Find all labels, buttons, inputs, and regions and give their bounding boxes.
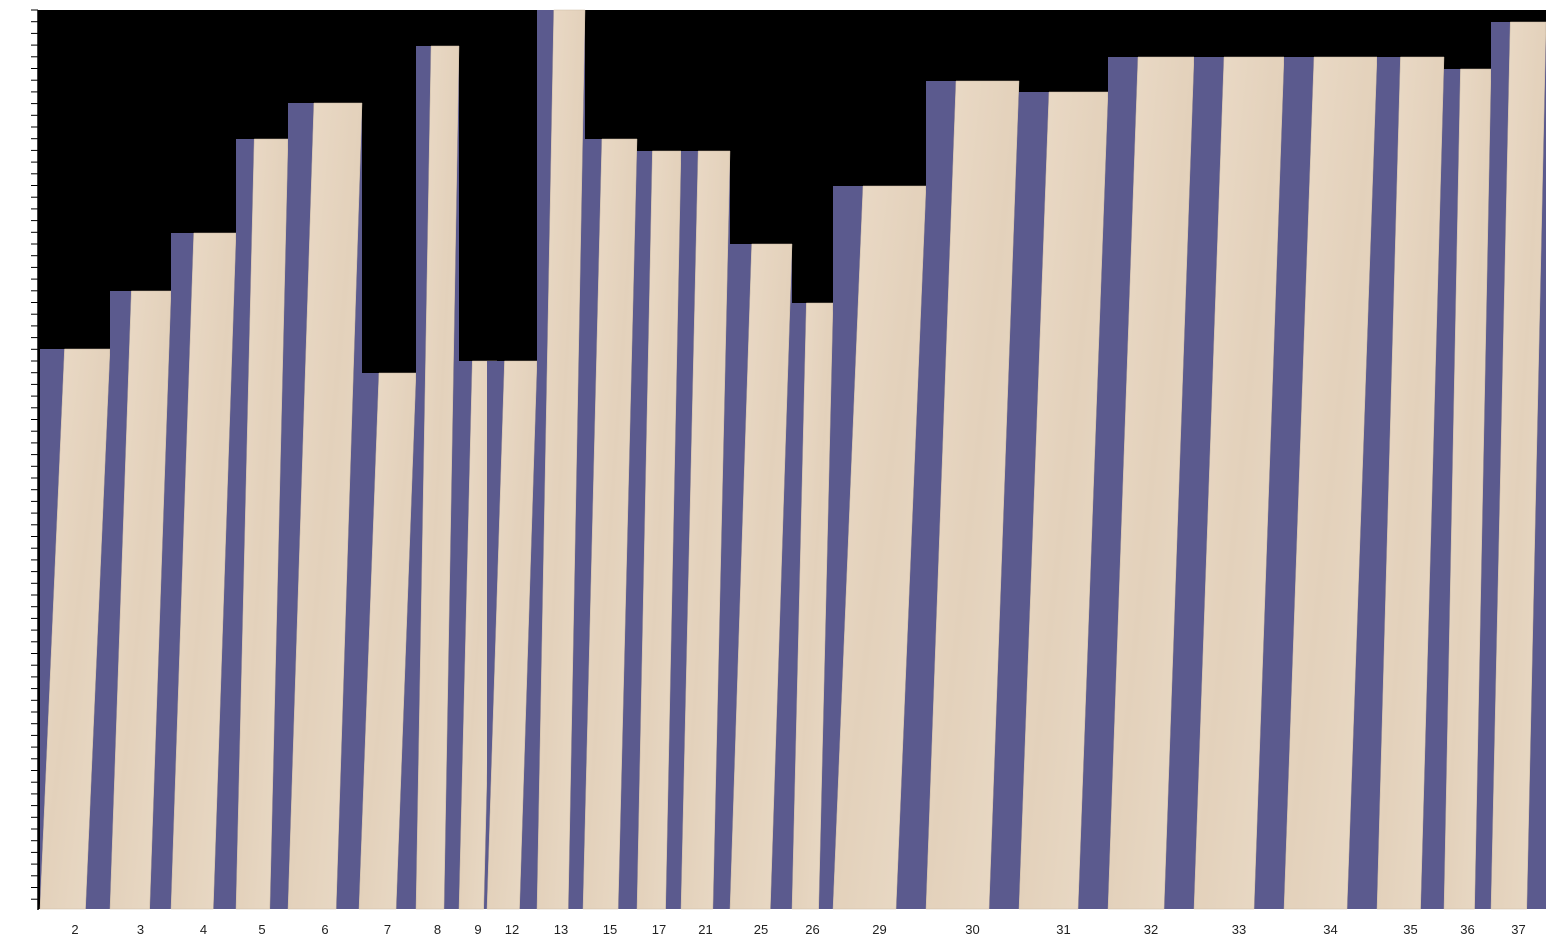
board (636, 150, 682, 910)
board (109, 290, 172, 910)
board (1490, 21, 1546, 910)
board-label: 8 (434, 922, 441, 937)
board (1107, 56, 1195, 910)
board (170, 232, 237, 910)
board-label: 34 (1323, 922, 1337, 937)
board (925, 80, 1020, 910)
board (415, 45, 460, 910)
board-label: 4 (200, 922, 207, 937)
board (1018, 91, 1109, 910)
board-label: 7 (384, 922, 391, 937)
board-label: 37 (1511, 922, 1525, 937)
board-label: 3 (137, 922, 144, 937)
board-label: 26 (805, 922, 819, 937)
board (791, 302, 834, 910)
board-label: 35 (1403, 922, 1417, 937)
board-label: 36 (1460, 922, 1474, 937)
board-label: 29 (872, 922, 886, 937)
board-label: 5 (258, 922, 265, 937)
board (582, 138, 638, 910)
board (1443, 68, 1492, 910)
board-label: 12 (505, 922, 519, 937)
board (1193, 56, 1285, 910)
board-label: 31 (1056, 922, 1070, 937)
board-label: 25 (754, 922, 768, 937)
board (729, 243, 793, 910)
board-label: 15 (603, 922, 617, 937)
board-label: 9 (474, 922, 481, 937)
board-label: 21 (698, 922, 712, 937)
board (536, 9, 586, 910)
board (39, 348, 111, 910)
board-label: 32 (1144, 922, 1158, 937)
board (680, 150, 731, 910)
board (287, 102, 363, 910)
board-label: 2 (71, 922, 78, 937)
board (1283, 56, 1378, 910)
board-label: 6 (321, 922, 328, 937)
board (486, 360, 538, 910)
board-label: 17 (652, 922, 666, 937)
board (358, 372, 417, 910)
board-label: 30 (965, 922, 979, 937)
board (235, 138, 289, 910)
board (1376, 56, 1445, 910)
board-label: 33 (1232, 922, 1246, 937)
board (832, 185, 927, 910)
board-label: 13 (554, 922, 568, 937)
